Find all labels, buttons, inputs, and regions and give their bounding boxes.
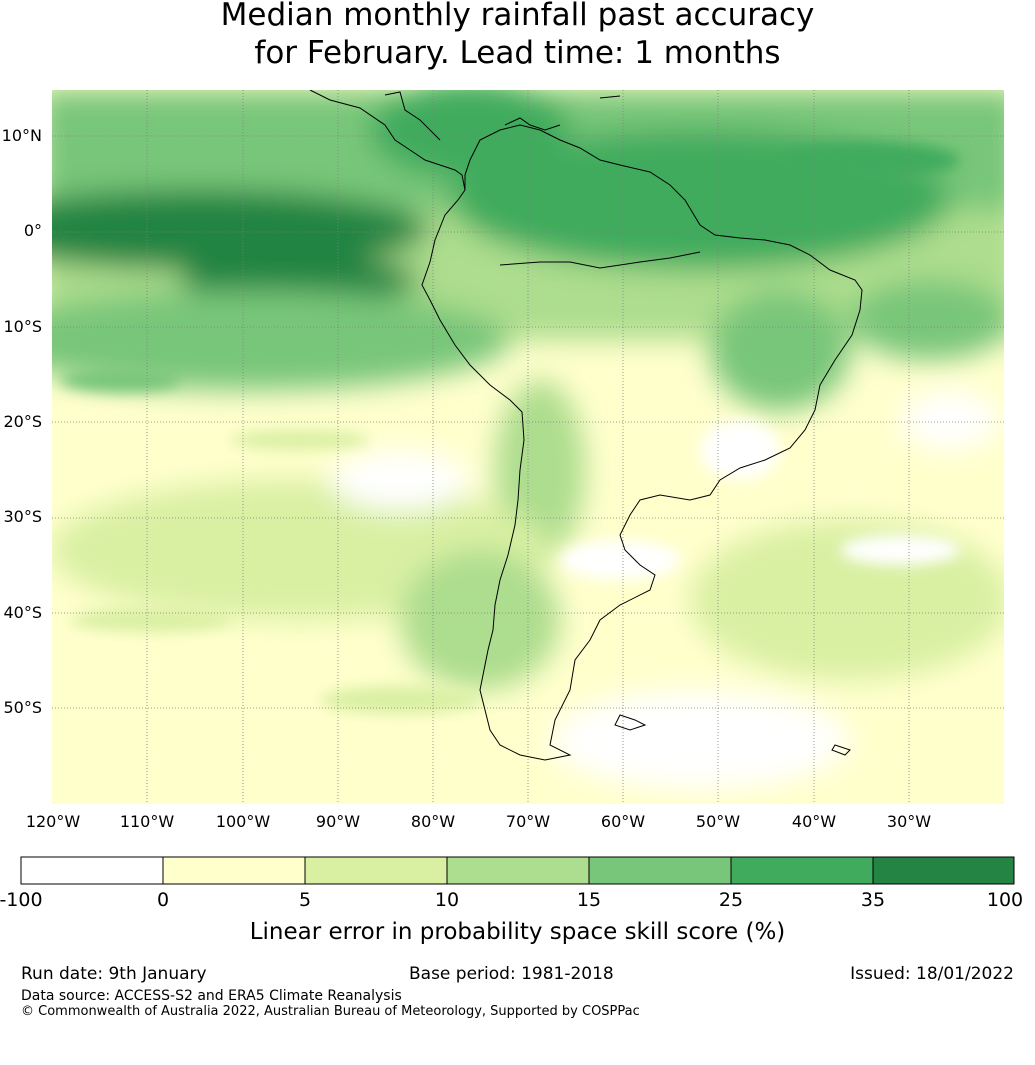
lat-label-0: 0° (23, 221, 42, 240)
field-patch-6 (320, 686, 480, 714)
colorbar-tick-label: 10 (434, 889, 460, 911)
field-caribbean (370, 90, 570, 180)
colorbar-segment-3 (305, 857, 447, 884)
colorbar-segment-5 (589, 857, 731, 884)
field-patch-4 (560, 540, 680, 580)
lat-label-20s: 20°S (3, 412, 42, 431)
field-patch-1 (60, 368, 180, 392)
lon-label-40w: 40°W (791, 812, 837, 831)
field-atlantic (850, 280, 1004, 360)
field-brazil (710, 290, 850, 410)
colorbar-segment-4 (447, 857, 589, 884)
lon-label-50w: 50°W (695, 812, 741, 831)
colorbar-tick-label: 100 (986, 889, 1024, 911)
lon-label-60w: 60°W (600, 812, 646, 831)
coast-caribbean-islands (599, 95, 621, 99)
base-period: Base period: 1981-2018 (409, 964, 614, 984)
lon-label-80w: 80°W (410, 812, 456, 831)
colorbar-tick-label: 5 (298, 889, 312, 911)
lon-label-30w: 30°W (886, 812, 932, 831)
lat-label-10s: 10°S (3, 317, 42, 336)
field-pacific-core (52, 190, 430, 270)
lat-label-50s: 50°S (3, 698, 42, 717)
colorbar-segment-1 (21, 857, 163, 884)
title-line-1: Median monthly rainfall past accuracy (220, 0, 815, 33)
field-patch-3 (70, 608, 230, 632)
field-andes (495, 380, 585, 560)
lat-label-30s: 30°S (3, 507, 42, 526)
colorbar-tick-label: 15 (576, 889, 602, 911)
skill-field (52, 90, 1004, 804)
lon-label-90w: 90°W (315, 812, 361, 831)
field-patagonia-low (550, 690, 850, 790)
colorbar-segment-6 (731, 857, 873, 884)
lat-label-40s: 40°S (3, 603, 42, 622)
field-low-1 (330, 450, 470, 510)
data-source: Data source: ACCESS-S2 and ERA5 Climate … (21, 988, 402, 1004)
colorbar-tick-label: 0 (156, 889, 170, 911)
colorbar (20, 856, 1015, 885)
coast-south-america (421, 124, 863, 761)
field-patch-7 (700, 420, 780, 480)
colorbar-tick-label: 35 (860, 889, 886, 911)
colorbar-segment-7 (873, 857, 1014, 884)
coast-falklands (614, 714, 647, 731)
lon-label-100w: 100°W (215, 812, 271, 831)
lon-label-110w: 110°W (119, 812, 175, 831)
colorbar-segment-2 (163, 857, 305, 884)
coast-central-america (309, 90, 466, 191)
field-patch-5 (840, 535, 960, 565)
field-south-pacific (52, 290, 510, 390)
coast-yucatan (384, 91, 441, 141)
coast-amazon-river (499, 251, 701, 269)
field-patch-8 (780, 142, 960, 178)
title-line-2: for February. Lead time: 1 months (254, 35, 781, 71)
colorbar-label: Linear error in probability space skill … (249, 919, 786, 945)
run-date: Run date: 9th January (21, 964, 207, 984)
field-patch-2 (230, 430, 370, 450)
issued-date: Issued: 18/01/2022 (850, 964, 1014, 984)
lon-label-120w: 120°W (25, 812, 81, 831)
field-low-2 (900, 390, 1000, 450)
graticule (52, 90, 1004, 804)
colorbar-tick-label: 25 (718, 889, 744, 911)
colorbar-tick-label: -100 (0, 889, 43, 911)
field-chile (400, 550, 560, 690)
copyright: © Commonwealth of Australia 2022, Austra… (21, 1004, 640, 1019)
coast-caribbean-north (504, 117, 561, 131)
lon-label-70w: 70°W (505, 812, 551, 831)
coast-south-georgia (831, 744, 851, 756)
coastline (309, 90, 863, 761)
lat-label-10n: 10°N (1, 126, 42, 145)
colorbar-outline (20, 856, 1015, 885)
